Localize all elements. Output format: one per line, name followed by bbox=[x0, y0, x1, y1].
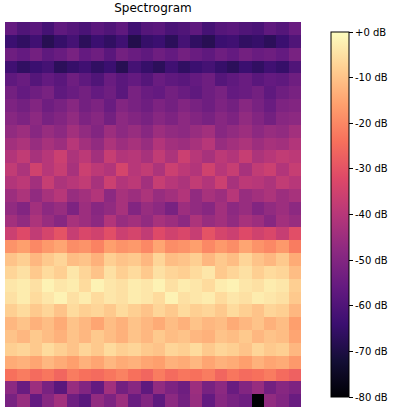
svg-text:-30 dB: -30 dB bbox=[355, 163, 388, 174]
svg-text:-70 dB: -70 dB bbox=[355, 346, 388, 357]
svg-text:+0 dB: +0 dB bbox=[355, 27, 386, 38]
svg-text:-40 dB: -40 dB bbox=[355, 209, 388, 220]
svg-text:-50 dB: -50 dB bbox=[355, 255, 388, 266]
svg-text:-80 dB: -80 dB bbox=[355, 392, 388, 403]
svg-text:-10 dB: -10 dB bbox=[355, 72, 388, 83]
svg-text:-60 dB: -60 dB bbox=[355, 300, 388, 311]
svg-text:-20 dB: -20 dB bbox=[355, 118, 388, 129]
svg-text:Spectrogram: Spectrogram bbox=[114, 1, 192, 15]
